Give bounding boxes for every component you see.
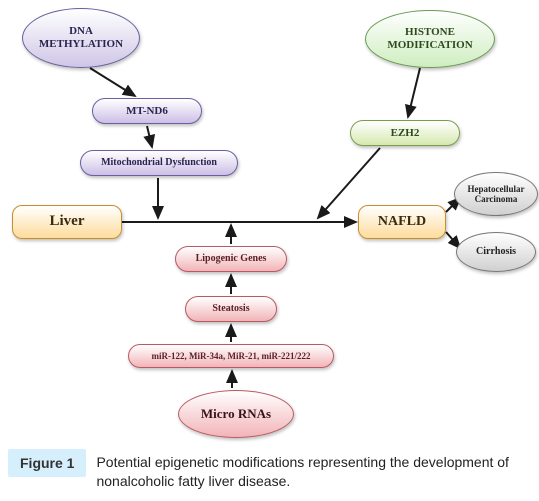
node-micro-rnas: Micro RNAs xyxy=(178,390,294,438)
node-steatosis: Steatosis xyxy=(185,296,277,322)
arrow-mtnd6-to-mito xyxy=(147,126,152,147)
figure-badge: Figure 1 xyxy=(8,449,86,477)
node-mito-dysfunction: Mitochondrial Dysfunction xyxy=(80,150,238,176)
node-lipogenic: Lipogenic Genes xyxy=(175,246,287,272)
node-nafld: NAFLD xyxy=(358,205,446,239)
node-dna-methylation: DNA METHYLATION xyxy=(22,8,140,68)
node-histone-modification: HISTONE MODIFICATION xyxy=(365,10,495,68)
arrow-dna-to-mtnd6 xyxy=(90,68,135,96)
node-cirrhosis: Cirrhosis xyxy=(456,232,536,272)
arrow-histone-to-ezh2 xyxy=(408,68,420,117)
node-mt-nd6: MT-ND6 xyxy=(92,98,202,124)
node-hcc: Hepatocellular Carcinoma xyxy=(454,172,538,216)
figure-caption-text: Potential epigenetic modifications repre… xyxy=(96,449,529,491)
figure-caption: Figure 1 Potential epigenetic modificati… xyxy=(8,449,529,491)
node-ezh2: EZH2 xyxy=(350,120,460,146)
node-liver: Liver xyxy=(12,205,122,239)
node-mirnas-list: miR-122, MiR-34a, MiR-21, miR-221/222 xyxy=(128,344,334,368)
diagram-canvas: DNA METHYLATION HISTONE MODIFICATION MT-ND… xyxy=(0,0,539,440)
